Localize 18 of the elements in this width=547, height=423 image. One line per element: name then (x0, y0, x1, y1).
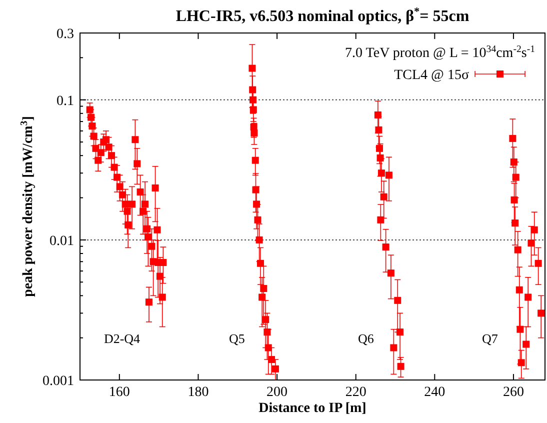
y-tick-label: 0.001 (42, 374, 74, 389)
annotation: Q5 (229, 331, 245, 346)
x-axis-title: Distance to IP [m] (258, 401, 366, 416)
y-tick-label: 0.3 (56, 27, 74, 42)
x-tick-label: 180 (188, 385, 209, 400)
x-tick-label: 240 (424, 385, 446, 400)
x-tick-label: 260 (502, 385, 524, 400)
annotation: Q7 (482, 331, 498, 346)
x-tick-label: 200 (266, 385, 288, 400)
y-tick-label: 0.01 (50, 234, 74, 249)
annotation: D2-Q4 (104, 331, 141, 346)
x-tick-label: 160 (108, 385, 130, 400)
chart-title: LHC-IR5, v6.503 nominal optics, β$^{*}$= 55cm (176, 6, 470, 25)
legend-label: TCL4 @ 15σ (394, 68, 470, 83)
y-tick-label: 0.1 (56, 94, 74, 109)
x-tick-label: 220 (345, 385, 366, 400)
annotation: Q6 (358, 331, 374, 346)
legend-title: 7.0 TeV proton @ L = 10$^{34}$cm$^{-2}$s$^{-1}$ (345, 44, 536, 61)
